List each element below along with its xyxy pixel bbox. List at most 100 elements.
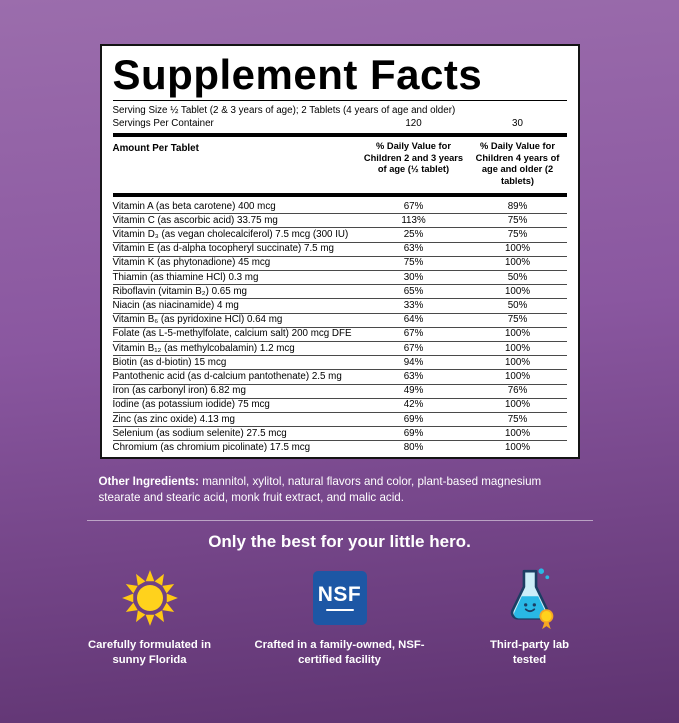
dv-children-4-older-value: 50% [507, 299, 528, 311]
table-row: Selenium (as sodium selenite) 27.5 mcg 6… [112, 426, 567, 440]
dv-children-4-older-value: 75% [507, 228, 528, 240]
table-row: Vitamin C (as ascorbic acid) 33.75 mg 11… [112, 213, 567, 227]
other-ingredients-label: Other Ingredients: [98, 474, 200, 488]
dv-children-4-older-value: 100% [504, 370, 531, 382]
footer-divider [86, 519, 593, 521]
table-row: Vitamin B₁₂ (as methylcobalamin) 1.2 mcg… [112, 341, 567, 355]
nutrient-name: Biotin (as d-biotin) 15 mcg [112, 356, 227, 368]
table-row: Vitamin A (as beta carotene) 400 mcg 67%… [113, 200, 567, 213]
table-row: Biotin (as d-biotin) 15 mcg 94% 100% [112, 355, 567, 369]
servings-per-container-row: Servings Per Container 120 30 [113, 117, 567, 130]
nutrient-name: Vitamin A (as beta carotene) 400 mcg [112, 200, 276, 212]
nutrient-name: Chromium (as chromium picolinate) 17.5 m… [112, 441, 311, 453]
dv-children-4-older-value: 100% [504, 285, 531, 297]
servings-value-small: 120 [405, 118, 422, 129]
dv-children-2-3-value: 33% [403, 299, 424, 311]
dv-children-2-3-value: 64% [403, 314, 424, 326]
tagline: Only the best for your little hero. [208, 531, 471, 551]
nsf-logo: NSF [312, 564, 367, 632]
nutrient-name: Folate (as L-5-methylfolate, calcium sal… [112, 328, 352, 340]
badge-nsf-certified: NSF Crafted in a family-owned, NSF-certi… [245, 564, 435, 669]
dv-children-2-3-value: 67% [403, 342, 424, 354]
nutrient-name: Riboflavin (vitamin B₂) 0.65 mg [112, 285, 247, 297]
nutrient-name: Iron (as carbonyl iron) 6.82 mg [112, 385, 246, 397]
lab-flask-icon [501, 564, 559, 632]
panel-title: Supplement Facts [112, 51, 483, 98]
table-row: Niacin (as niacinamide) 4 mg 33% 50% [112, 298, 567, 312]
servings-label: Servings Per Container [112, 118, 214, 129]
badge-sunny-florida: Carefully formulated in sunny Florida [55, 564, 245, 669]
other-ingredients-text: mannitol, xylitol, natural flavors and c… [98, 474, 542, 505]
dv-children-2-3-value: 75% [403, 257, 424, 269]
table-row: Iron (as carbonyl iron) 6.82 mg 49% 76% [112, 383, 567, 398]
nutrient-name: Vitamin C (as ascorbic acid) 33.75 mg [112, 214, 278, 226]
dv-children-2-3-value: 42% [403, 399, 424, 411]
serving-size-line: Serving Size ½ Tablet (2 & 3 years of ag… [112, 105, 456, 116]
dv-children-4-older-value: 100% [504, 328, 531, 340]
trust-badges-row: Carefully formulated in sunny Florida NS… [55, 564, 625, 669]
title-divider [112, 100, 567, 101]
dv-children-2-3-value: 25% [403, 228, 424, 240]
facts-rows: Vitamin A (as beta carotene) 400 mcg 67%… [112, 200, 567, 455]
dv-children-4-older-value: 50% [507, 271, 528, 283]
dv-children-4-older-value: 76% [507, 385, 528, 397]
thick-divider-top [112, 133, 567, 137]
dv-children-2-3-value: 94% [403, 356, 424, 368]
dv-children-4-older-value: 100% [504, 257, 531, 269]
dv-children-2-3-value: 69% [403, 427, 424, 439]
dv-children-2-3-value: 113% [401, 214, 426, 226]
nutrient-name: Vitamin D₃ (as vegan cholecalciferol) 7.… [112, 228, 349, 240]
table-row: Vitamin K (as phytonadione) 45 mcg 75% 1… [112, 255, 567, 270]
dv-children-2-3-value: 30% [403, 271, 424, 283]
badge-caption-nsf: Crafted in a family-owned, NSF-certified… [254, 638, 425, 666]
badge-caption-sunny-florida: Carefully formulated in sunny Florida [87, 638, 212, 666]
sun-icon [119, 564, 181, 632]
table-row: Chromium (as chromium picolinate) 17.5 m… [112, 440, 567, 454]
dv-children-4-older-value: 100% [504, 356, 531, 368]
nutrient-name: Vitamin B₆ (as pyridoxine HCl) 0.64 mg [112, 314, 283, 326]
dv-children-4-older-value: 100% [504, 399, 531, 411]
column-header-dv-children-2-3: % Daily Value for Children 2 and 3 years… [363, 141, 464, 174]
nutrient-name: Iodine (as potassium iodide) 75 mcg [112, 399, 270, 411]
nsf-logo-underline [325, 609, 354, 612]
table-row: Iodine (as potassium iodide) 75 mcg 42% … [112, 397, 567, 412]
nsf-logo-text: NSF [317, 583, 362, 607]
nutrient-name: Vitamin K (as phytonadione) 45 mcg [112, 257, 271, 269]
dv-children-2-3-value: 65% [403, 285, 424, 297]
dv-children-2-3-value: 63% [403, 243, 424, 255]
dv-children-2-3-value: 63% [403, 370, 424, 382]
badge-caption-lab-tested: Third-party lab tested [489, 638, 570, 666]
nutrient-name: Niacin (as niacinamide) 4 mg [112, 299, 239, 311]
dv-children-2-3-value: 67% [403, 328, 424, 340]
nutrient-name: Vitamin B₁₂ (as methylcobalamin) 1.2 mcg [112, 342, 295, 354]
dv-children-4-older-value: 75% [507, 413, 528, 425]
dv-children-4-older-value: 100% [504, 427, 531, 439]
table-row: Folate (as L-5-methylfolate, calcium sal… [112, 326, 567, 341]
other-ingredients: Other Ingredients: mannitol, xylitol, na… [99, 474, 581, 507]
servings-value-large: 30 [512, 118, 523, 129]
table-row: Vitamin E (as d-alpha tocopheryl succina… [112, 241, 567, 256]
table-row: Zinc (as zinc oxide) 4.13 mg 69% 75% [112, 412, 567, 426]
column-header-dv-children-4-older: % Daily Value for Children 4 years of ag… [475, 141, 560, 186]
table-row: Pantothenic acid (as d-calcium pantothen… [112, 369, 567, 383]
dv-children-4-older-value: 100% [504, 243, 531, 255]
nutrient-name: Vitamin E (as d-alpha tocopheryl succina… [112, 243, 334, 255]
table-row: Thiamin (as thiamine HCl) 0.3 mg 30% 50% [112, 270, 567, 284]
table-row: Vitamin B₆ (as pyridoxine HCl) 0.64 mg 6… [112, 312, 567, 327]
dv-children-2-3-value: 49% [403, 385, 424, 397]
nutrient-name: Thiamin (as thiamine HCl) 0.3 mg [112, 271, 259, 283]
dv-children-2-3-value: 67% [403, 200, 424, 212]
nutrient-name: Zinc (as zinc oxide) 4.13 mg [112, 413, 236, 425]
dv-children-4-older-value: 75% [507, 314, 528, 326]
column-header-amount: Amount Per Tablet [112, 143, 199, 154]
product-label-page: Supplement Facts Serving Size ½ Tablet (… [0, 44, 679, 668]
dv-children-4-older-value: 100% [504, 441, 531, 453]
nutrient-name: Pantothenic acid (as d-calcium pantothen… [112, 370, 342, 382]
dv-children-2-3-value: 69% [403, 413, 424, 425]
dv-children-4-older-value: 100% [504, 342, 531, 354]
dv-children-4-older-value: 89% [507, 200, 528, 212]
badge-lab-tested: Third-party lab tested [435, 564, 625, 669]
thick-divider-header [112, 193, 567, 197]
table-header-row: Amount Per Tablet % Daily Value for Chil… [113, 140, 567, 190]
table-row: Vitamin D₃ (as vegan cholecalciferol) 7.… [112, 227, 567, 241]
